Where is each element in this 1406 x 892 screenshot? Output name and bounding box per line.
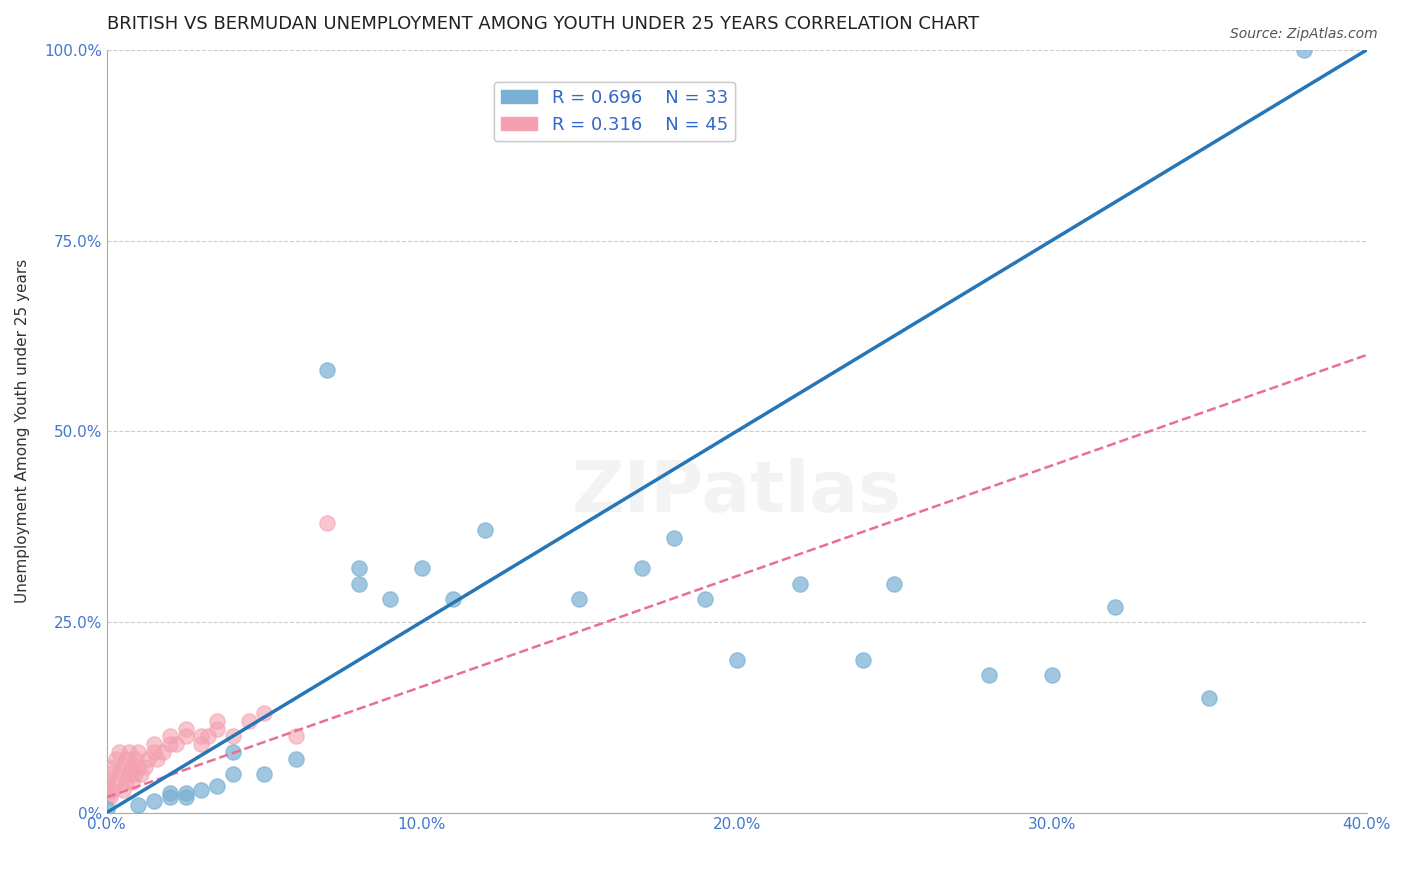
Point [695,592,717,607]
Point [789,576,811,591]
Point [852,653,875,667]
Point [98,790,121,805]
Point [96,802,118,816]
Point [136,752,159,766]
Point [121,775,143,789]
Point [253,767,276,781]
Point [118,745,141,759]
Point [205,714,228,728]
Point [131,767,153,781]
Point [143,737,166,751]
Point [253,706,276,721]
Point [197,729,219,743]
Point [96,790,118,805]
Text: Source: ZipAtlas.com: Source: ZipAtlas.com [1230,27,1378,41]
Point [174,729,197,743]
Point [159,737,181,751]
Point [96,775,118,789]
Point [190,737,212,751]
Point [121,760,143,774]
Point [134,760,156,774]
Point [127,760,149,774]
Point [380,592,402,607]
Point [205,722,228,736]
Point [474,524,496,538]
Point [441,592,464,607]
Point [174,787,197,801]
Point [977,668,1000,682]
Text: BRITISH VS BERMUDAN UNEMPLOYMENT AMONG YOUTH UNDER 25 YEARS CORRELATION CHART: BRITISH VS BERMUDAN UNEMPLOYMENT AMONG Y… [107,15,979,33]
Point [238,714,260,728]
Point [159,787,181,801]
Point [127,797,149,812]
Point [152,745,174,759]
Point [96,782,118,797]
Text: ZIPatlas: ZIPatlas [572,458,901,526]
Point [284,729,307,743]
Point [127,745,149,759]
Point [143,745,166,759]
Point [159,790,181,805]
Point [108,767,131,781]
Legend: R = 0.696    N = 33, R = 0.316    N = 45: R = 0.696 N = 33, R = 0.316 N = 45 [494,82,735,141]
Point [98,767,121,781]
Y-axis label: Unemployment Among Youth under 25 years: Unemployment Among Youth under 25 years [15,259,30,603]
Point [190,782,212,797]
Point [411,561,433,575]
Point [165,737,187,751]
Point [111,760,134,774]
Point [1292,43,1315,57]
Point [174,722,197,736]
Point [205,779,228,793]
Point [568,592,591,607]
Point [105,775,128,789]
Point [1104,599,1126,614]
Point [105,752,128,766]
Point [101,760,124,774]
Point [190,729,212,743]
Point [725,653,748,667]
Point [124,767,146,781]
Point [159,729,181,743]
Point [631,561,654,575]
Point [114,752,136,766]
Point [347,561,370,575]
Point [108,745,131,759]
Point [143,794,166,808]
Point [347,576,370,591]
Point [101,782,124,797]
Point [1198,691,1220,706]
Point [114,775,136,789]
Point [1040,668,1063,682]
Point [124,752,146,766]
Point [146,752,169,766]
Point [174,790,197,805]
Point [222,745,245,759]
Point [222,729,245,743]
Point [883,576,905,591]
Point [118,767,141,781]
Point [662,531,685,545]
Point [111,782,134,797]
Point [316,363,339,377]
Point [316,516,339,530]
Point [284,752,307,766]
Point [222,767,245,781]
